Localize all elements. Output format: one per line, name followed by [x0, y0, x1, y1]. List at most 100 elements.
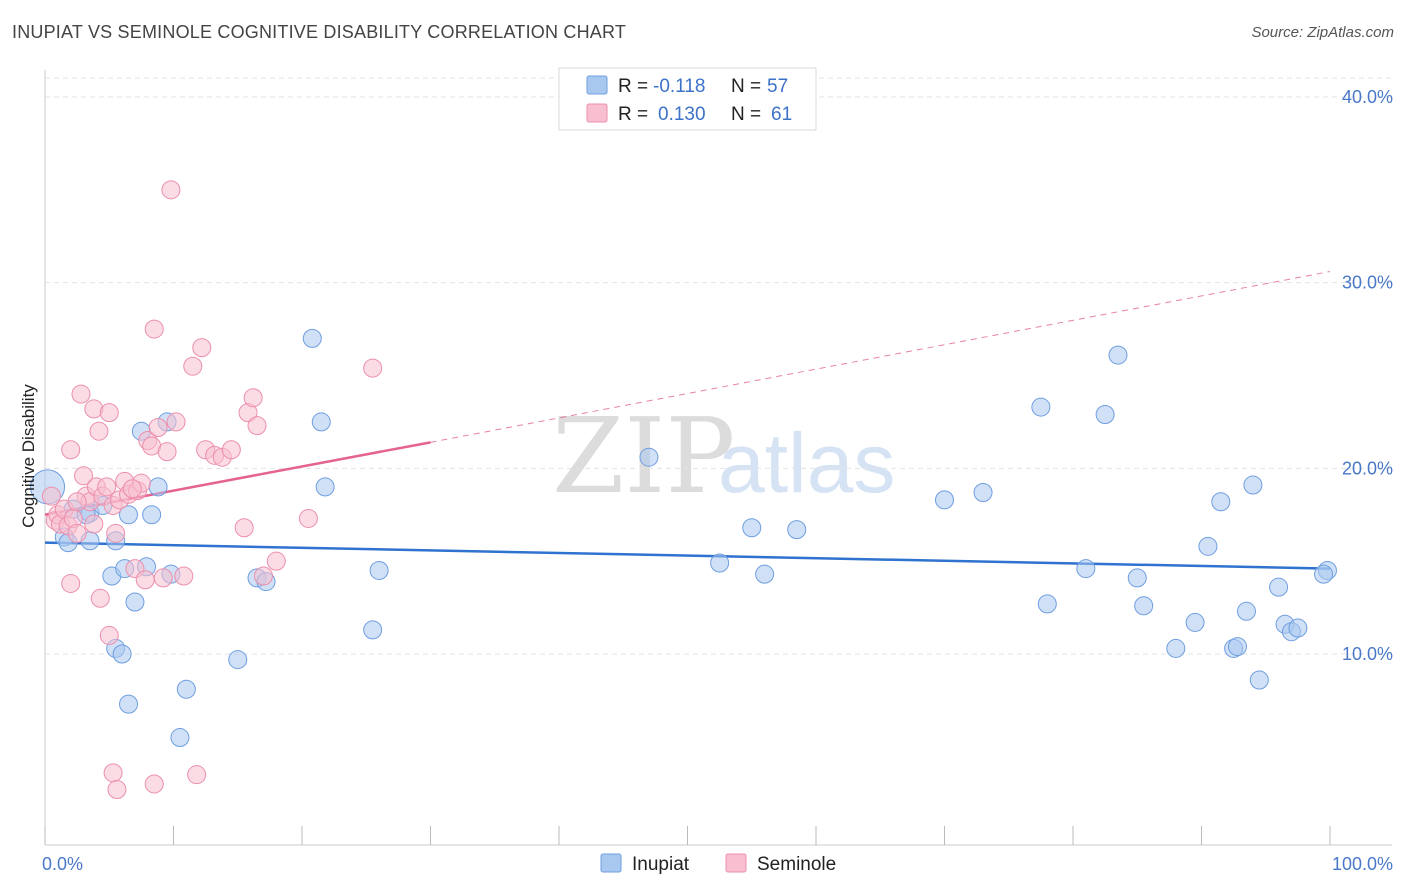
- point-inupiat: [1037, 594, 1057, 614]
- point-seminole: [221, 440, 241, 460]
- point-seminole: [363, 358, 383, 378]
- point-inupiat: [1095, 404, 1115, 424]
- legend-swatch-inupiat: [586, 75, 608, 95]
- point-seminole: [103, 763, 123, 783]
- point-seminole: [90, 588, 110, 608]
- y-axis-label: Cognitive Disability: [19, 384, 38, 528]
- point-inupiat: [369, 560, 389, 580]
- point-inupiat: [1031, 397, 1051, 417]
- legend-n-value-seminole: 61: [771, 104, 792, 125]
- point-seminole: [97, 477, 117, 497]
- legend-n-label-seminole: N =: [731, 104, 761, 125]
- point-seminole: [67, 523, 87, 543]
- point-inupiat: [1227, 637, 1247, 657]
- point-seminole: [74, 466, 94, 486]
- point-inupiat: [363, 620, 383, 640]
- point-inupiat: [315, 477, 335, 497]
- source-credit: Source: ZipAtlas.com: [1251, 24, 1394, 41]
- legend-r-label-seminole: R =: [618, 104, 648, 125]
- point-inupiat: [1166, 638, 1186, 658]
- data-points: [30, 180, 1337, 800]
- legend-r-label-inupiat: R =: [618, 76, 648, 97]
- point-seminole: [84, 514, 104, 534]
- bottom-legend-swatch-inupiat: [600, 853, 622, 873]
- point-seminole: [144, 319, 164, 339]
- point-inupiat: [755, 564, 775, 584]
- bottom-legend-label-seminole: Seminole: [757, 854, 836, 875]
- y-tick-label: 30.0%: [1342, 273, 1393, 293]
- point-seminole: [153, 568, 173, 588]
- point-inupiat: [142, 505, 162, 525]
- point-seminole: [106, 523, 126, 543]
- point-inupiat: [176, 679, 196, 699]
- legend-n-value-inupiat: 57: [767, 76, 788, 97]
- point-inupiat: [302, 328, 322, 348]
- bottom-legend: Inupiat Seminole: [600, 853, 836, 875]
- point-inupiat: [1108, 345, 1128, 365]
- legend-r-value-seminole: 0.130: [658, 104, 706, 125]
- x-tick-label: 100.0%: [1332, 854, 1393, 874]
- legend-swatch-seminole: [586, 103, 608, 123]
- trend-line-inupiat: [44, 541, 1331, 570]
- point-inupiat: [125, 592, 145, 612]
- point-inupiat: [1269, 577, 1289, 597]
- point-inupiat: [1249, 670, 1269, 690]
- point-seminole: [61, 573, 81, 593]
- point-seminole: [266, 551, 286, 571]
- point-inupiat: [639, 447, 659, 467]
- point-inupiat: [1198, 536, 1218, 556]
- legend-n-label-inupiat: N =: [731, 76, 761, 97]
- point-seminole: [41, 486, 61, 506]
- point-inupiat: [1127, 568, 1147, 588]
- point-inupiat: [1076, 559, 1096, 579]
- point-inupiat: [1211, 492, 1231, 512]
- point-inupiat: [1243, 475, 1263, 495]
- point-seminole: [247, 416, 267, 436]
- chart-title: INUPIAT VS SEMINOLE COGNITIVE DISABILITY…: [12, 22, 627, 42]
- y-tick-label: 40.0%: [1342, 87, 1393, 107]
- point-seminole: [67, 492, 87, 512]
- x-tick-label: 0.0%: [42, 854, 83, 874]
- point-inupiat: [119, 694, 139, 714]
- point-inupiat: [742, 518, 762, 538]
- watermark-atlas: atlas: [718, 416, 895, 510]
- point-seminole: [148, 417, 168, 437]
- point-inupiat: [228, 650, 248, 670]
- trend-line-seminole-extension: [430, 271, 1331, 443]
- bottom-legend-label-inupiat: Inupiat: [632, 854, 690, 875]
- point-inupiat: [1236, 601, 1256, 621]
- point-seminole: [107, 780, 127, 800]
- point-seminole: [234, 518, 254, 538]
- point-inupiat: [973, 482, 993, 502]
- point-seminole: [253, 566, 273, 586]
- legend-r-value-inupiat: -0.118: [653, 76, 705, 97]
- point-seminole: [192, 338, 212, 358]
- point-seminole: [166, 412, 186, 432]
- bottom-legend-swatch-seminole: [725, 853, 747, 873]
- point-seminole: [187, 765, 207, 785]
- point-seminole: [144, 774, 164, 794]
- point-seminole: [71, 384, 91, 404]
- point-inupiat: [787, 520, 807, 540]
- point-inupiat: [1185, 612, 1205, 632]
- y-tick-label: 20.0%: [1342, 458, 1393, 478]
- point-seminole: [161, 180, 181, 200]
- point-seminole: [89, 421, 109, 441]
- point-inupiat: [1288, 618, 1308, 638]
- point-seminole: [243, 388, 263, 408]
- point-seminole: [135, 570, 155, 590]
- point-seminole: [157, 442, 177, 462]
- point-inupiat: [119, 505, 139, 525]
- point-seminole: [99, 403, 119, 423]
- point-inupiat: [1134, 596, 1154, 616]
- point-inupiat: [1314, 564, 1334, 584]
- point-inupiat: [710, 553, 730, 573]
- y-tick-label: 10.0%: [1342, 644, 1393, 664]
- point-inupiat: [112, 644, 132, 664]
- point-inupiat: [311, 412, 331, 432]
- axes: 10.0% 20.0% 30.0% 40.0% 0.0% 100.0%: [42, 70, 1393, 874]
- point-inupiat: [935, 490, 954, 510]
- point-seminole: [99, 625, 119, 645]
- point-inupiat: [170, 728, 190, 748]
